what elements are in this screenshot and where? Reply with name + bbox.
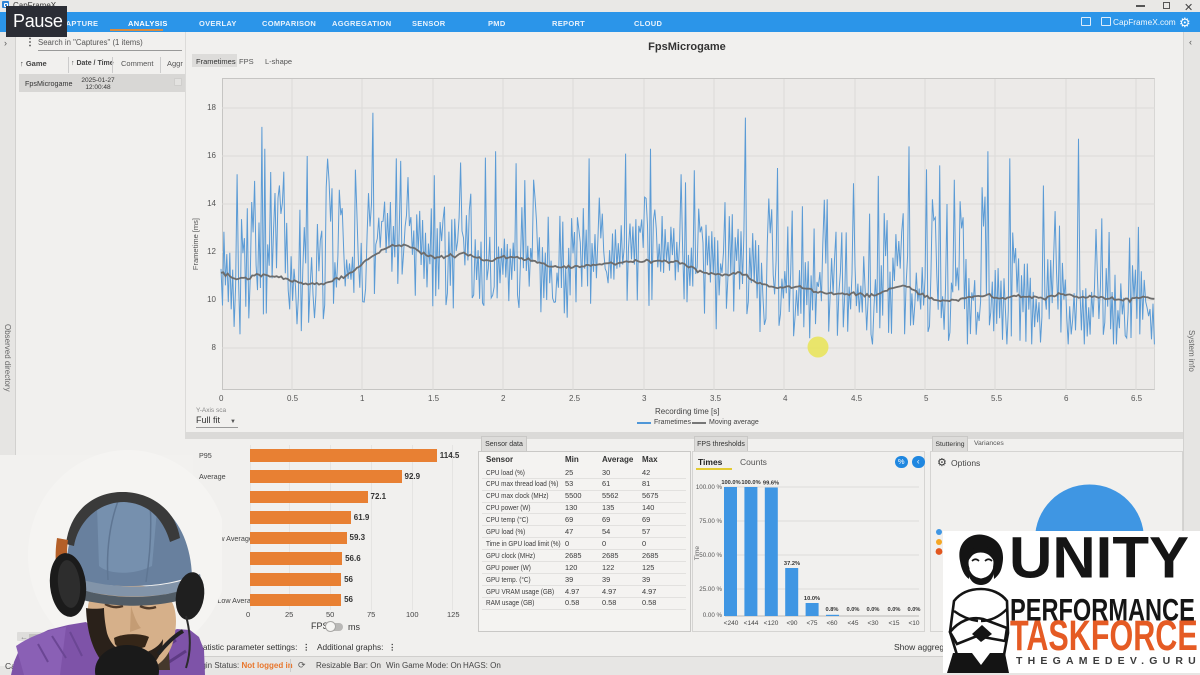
svg-text:<75: <75	[806, 620, 817, 627]
svg-text:<120: <120	[764, 620, 779, 627]
svg-text:0.0%: 0.0%	[908, 607, 921, 613]
svg-text:<45: <45	[847, 620, 858, 627]
svg-text:<15: <15	[888, 620, 899, 627]
svg-text:0.0%: 0.0%	[888, 607, 901, 613]
svg-text:Cap: Cap	[5, 661, 21, 671]
svg-text:10.0%: 10.0%	[804, 596, 820, 602]
svg-text:<90: <90	[786, 620, 797, 627]
svg-text:99.6%: 99.6%	[763, 481, 779, 487]
svg-text:0.0%: 0.0%	[867, 607, 880, 613]
svg-text:37.2%: 37.2%	[784, 561, 800, 567]
svg-text:0.8%: 0.8%	[826, 607, 839, 613]
svg-text:←: ←	[20, 633, 28, 642]
svg-text:0.0%: 0.0%	[847, 607, 860, 613]
svg-text:<30: <30	[867, 620, 878, 627]
svg-text:<240: <240	[724, 620, 739, 627]
svg-text:100.0%: 100.0%	[741, 480, 760, 486]
svg-text:<60: <60	[826, 620, 837, 627]
svg-text:<10: <10	[908, 620, 919, 627]
svg-text:<144: <144	[744, 620, 759, 627]
svg-text:100.0%: 100.0%	[721, 480, 740, 486]
